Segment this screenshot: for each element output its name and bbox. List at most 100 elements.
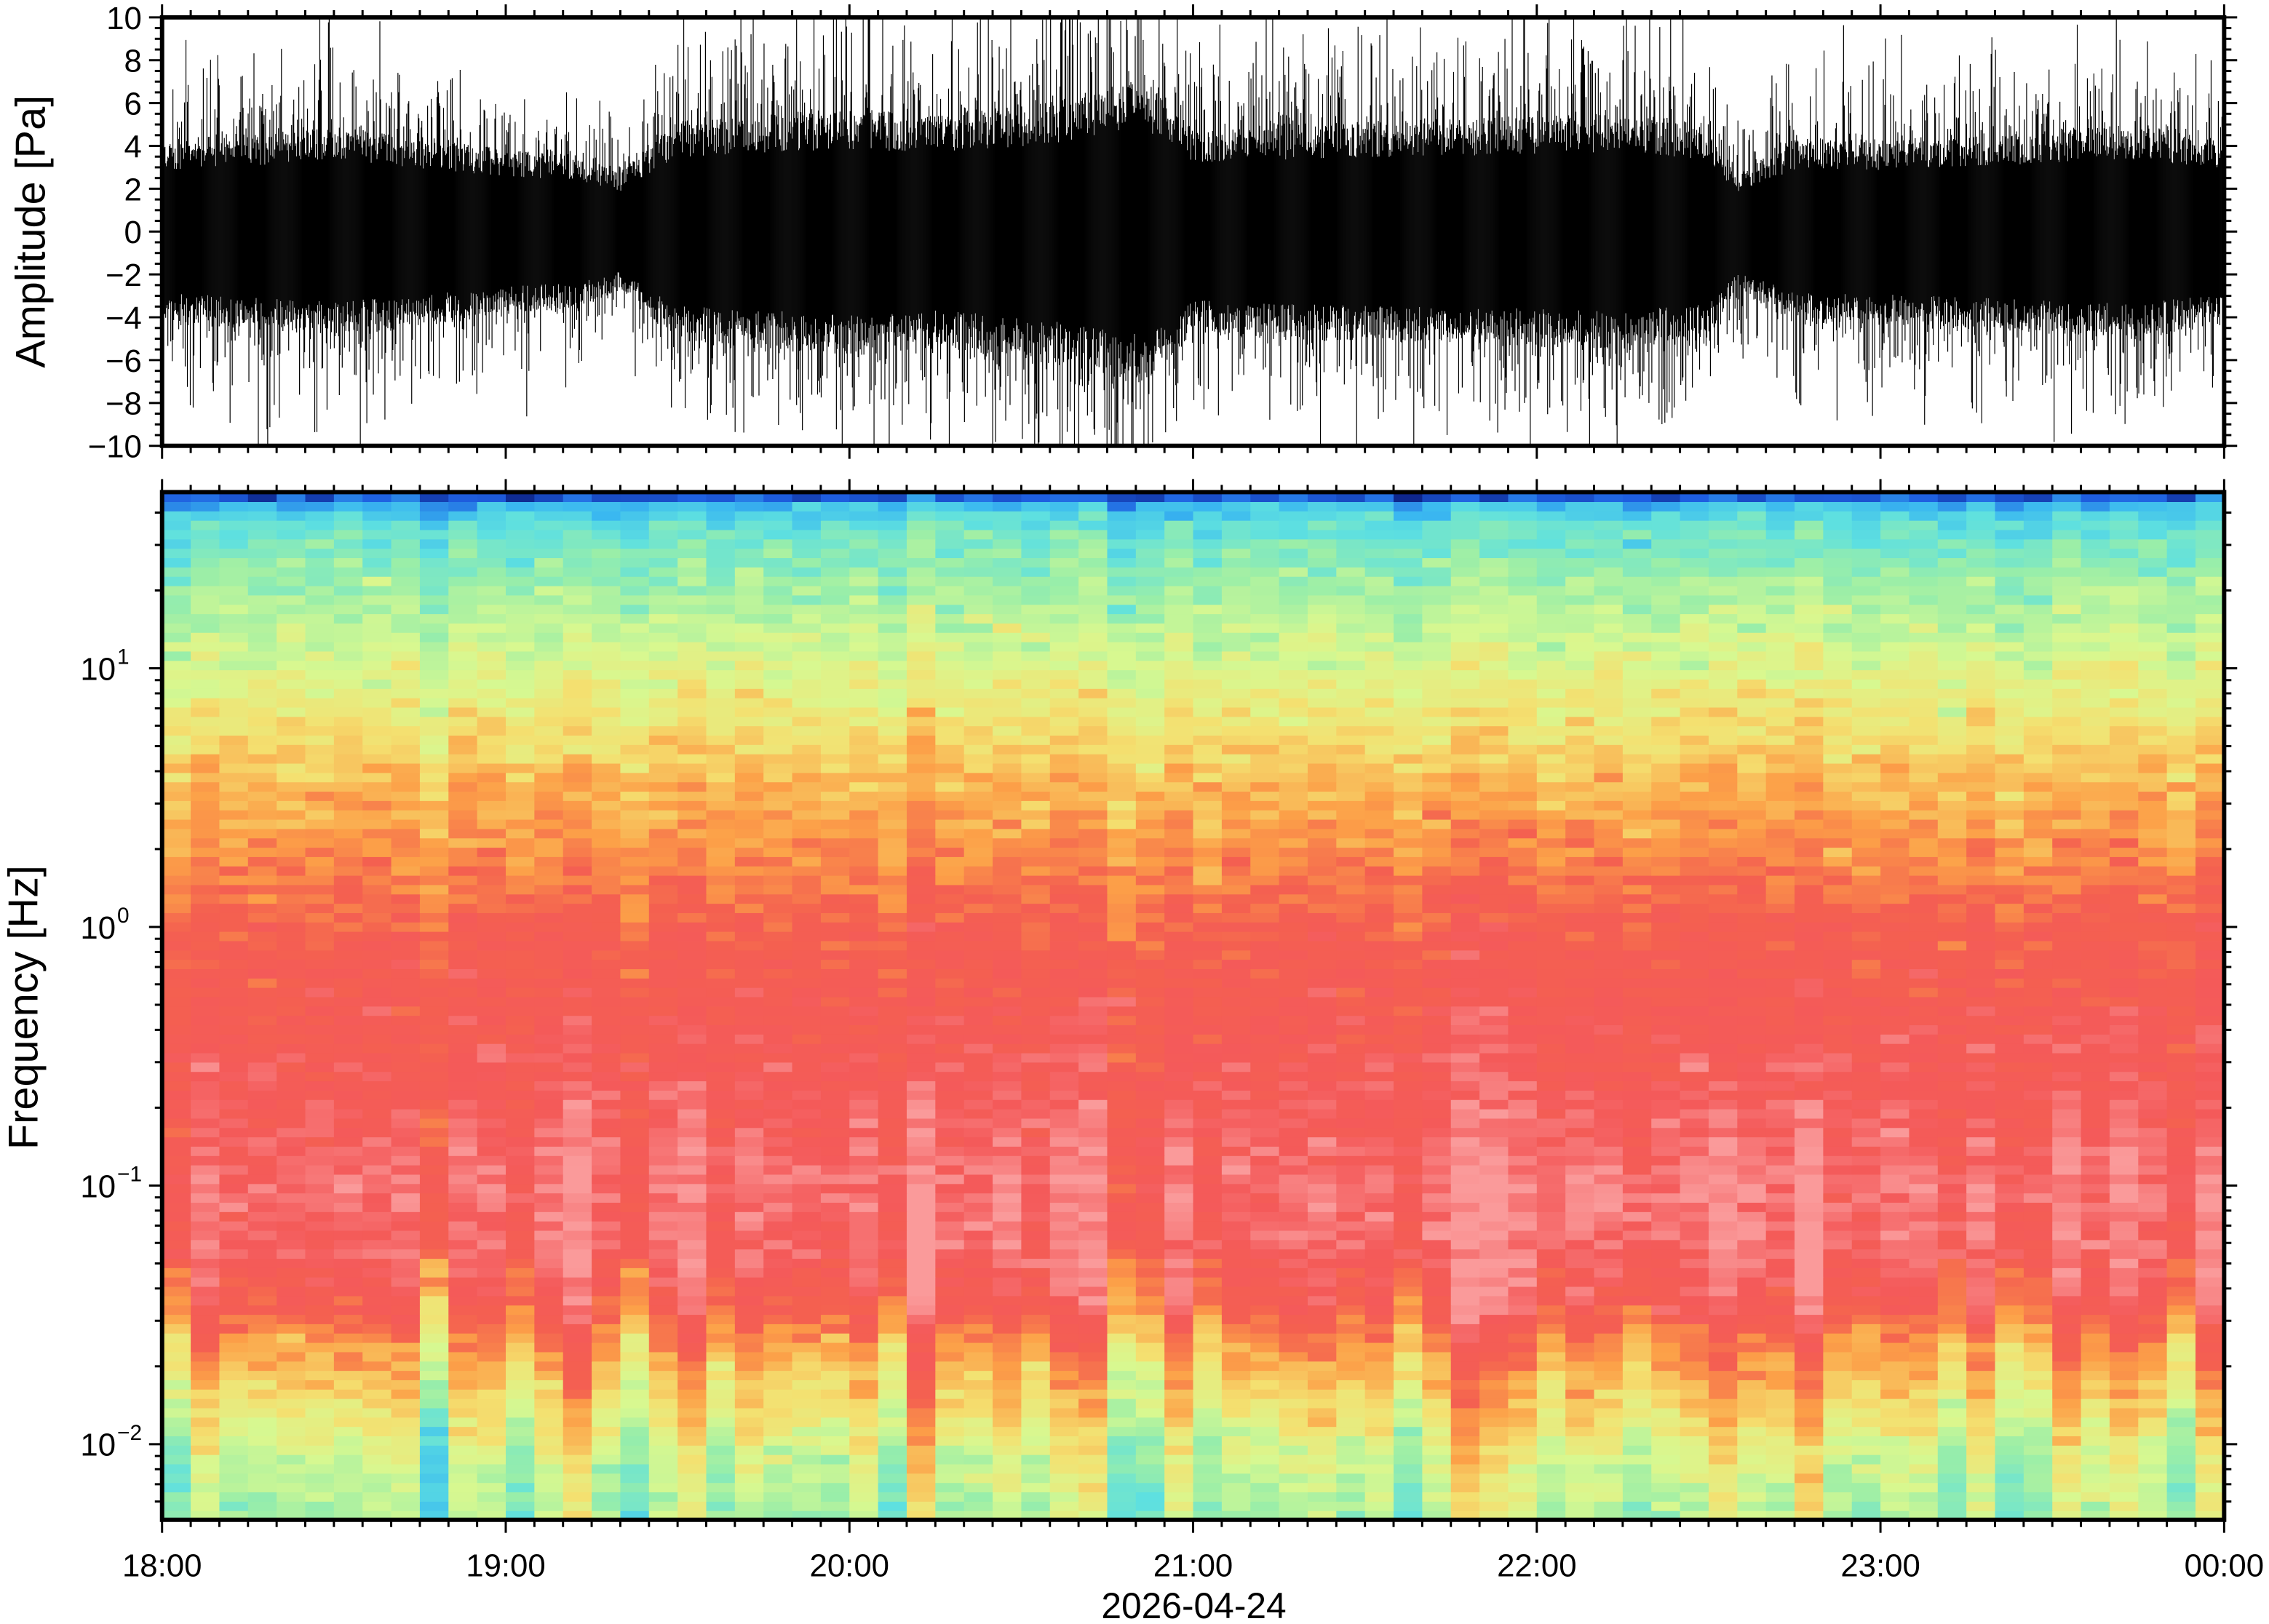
spectrogram-cell (2081, 1426, 2110, 1437)
spectrogram-cell (448, 1305, 478, 1315)
spectrogram-cell (2166, 1342, 2196, 1353)
spectrogram-cell (1221, 1389, 1252, 1399)
spectrogram-cell (1307, 1454, 1338, 1465)
spectrogram-cell (191, 1398, 220, 1409)
spectrogram-cell (1851, 1492, 1881, 1502)
spectrogram-cell (1307, 1305, 1338, 1315)
spectrogram-cell (305, 1239, 335, 1250)
spectrogram-cell (1880, 1482, 1910, 1493)
spectrogram-cell (333, 1407, 364, 1418)
spectrogram-cell (1651, 1305, 1681, 1315)
spectrogram-cell (1164, 1361, 1194, 1372)
spectrogram-cell (2166, 1286, 2196, 1297)
spectrogram-cell (2195, 1398, 2225, 1409)
spectrogram-cell (563, 1492, 592, 1502)
spectrogram-cell (1422, 1314, 1452, 1324)
spectrogram-cell (1995, 1324, 2024, 1334)
spectrogram-cell (1336, 1417, 1366, 1428)
spectrogram-cell (2052, 1445, 2082, 1455)
spectrogram-cell (1594, 1389, 1624, 1399)
spectrogram-cell (1909, 1445, 1939, 1455)
spectrogram-cell (1937, 1324, 1967, 1334)
spectrogram-cell (1708, 1463, 1738, 1474)
spectrogram-cell (1594, 1482, 1624, 1493)
spectrogram-cell (1966, 1295, 1996, 1306)
spectrogram-cell (2195, 1267, 2225, 1278)
spectrogram-cell (1193, 1445, 1223, 1455)
spectrogram-cell (2052, 1436, 2082, 1446)
spectrogram-cell (2166, 1361, 2196, 1372)
spectrogram-cell (247, 1258, 277, 1268)
spectrogram-cell (906, 1417, 937, 1428)
spectrogram-cell (935, 1267, 965, 1278)
spectrogram-cell (162, 1426, 191, 1437)
spectrogram-cell (1508, 1454, 1538, 1465)
spectrogram-cell (1164, 1351, 1194, 1362)
spectrogram-cell (592, 1342, 621, 1353)
spectrogram-cell (1250, 1463, 1280, 1474)
spectrogram-cell (191, 1286, 220, 1297)
spectrogram-cell (219, 1398, 249, 1409)
spectrogram-cell (277, 1482, 306, 1493)
spectrogram-cell (1394, 1417, 1423, 1428)
spectrogram-cell (1966, 1492, 1996, 1502)
spectrogram-cell (247, 1492, 277, 1502)
spectrogram-cell (935, 1492, 965, 1502)
spectrogram-cell (1823, 1389, 1853, 1399)
spectrogram-cell (1336, 1454, 1366, 1465)
spectrogram-cell (333, 1258, 364, 1268)
spectrogram-cell (305, 1445, 335, 1455)
spectrogram-cell (1622, 1417, 1653, 1428)
spectrogram-cell (448, 1473, 478, 1484)
spectrogram-cell (219, 1305, 249, 1315)
spectrogram-cell (1279, 1342, 1308, 1353)
spectrogram-cell (1164, 1398, 1194, 1409)
spectrogram-cell (906, 1473, 937, 1484)
spectrogram-cell (734, 1454, 764, 1465)
spectrogram-cell (2138, 1398, 2168, 1409)
spectrogram-cell (477, 1492, 506, 1502)
spectrogram-cell (792, 1436, 822, 1446)
spectrogram-cell (592, 1445, 621, 1455)
spectrogram-cell (1021, 1305, 1051, 1315)
spectrogram-cell (1221, 1351, 1252, 1362)
spectrogram-cell (763, 1295, 793, 1306)
spectrogram-cell (1937, 1482, 1967, 1493)
spectrogram-cell (247, 1361, 277, 1372)
spectrogram-cell (1107, 1342, 1137, 1353)
spectrogram-cell (1307, 1501, 1338, 1511)
spectrogram-cell (448, 1482, 478, 1493)
spectrogram-cell (906, 1249, 937, 1259)
spectrogram-cell (906, 1314, 937, 1324)
spectrogram-cell (1708, 1482, 1738, 1493)
spectrogram-cell (333, 1361, 364, 1372)
spectrogram-cell (648, 1239, 678, 1250)
spectrogram-cell (1307, 1389, 1338, 1399)
spectrogram-cell (1164, 1249, 1194, 1259)
spectrogram-cell (1250, 1305, 1280, 1315)
spectrogram-cell (1680, 1286, 1709, 1297)
spectrogram-cell (763, 1417, 793, 1428)
spectrogram-cell (1135, 1445, 1165, 1455)
spectrogram-cell (2166, 1258, 2196, 1268)
spectrogram-cell (734, 1332, 764, 1343)
spectrogram-cell (2195, 1426, 2225, 1437)
spectrogram-cell (1795, 1342, 1824, 1353)
spectrogram-cell (906, 1463, 937, 1474)
spectrogram-cell (1823, 1351, 1853, 1362)
spectrogram-cell (1622, 1361, 1653, 1372)
spectrogram-cell (1221, 1342, 1252, 1353)
spectrogram-cell (706, 1314, 736, 1324)
spectrogram-cell (1765, 1305, 1795, 1315)
spectrogram-cell (277, 1276, 306, 1287)
spectrogram-cell (592, 1473, 621, 1484)
spectrogram-cell (162, 1380, 191, 1390)
spectrogram-cell (1594, 1276, 1624, 1287)
spectrogram-cell (1078, 1361, 1108, 1372)
spectrogram-cell (1422, 1361, 1452, 1372)
spectrogram-cell (333, 1380, 364, 1390)
spectrogram-cell (1078, 1492, 1108, 1502)
spectrogram-cell (1565, 1370, 1595, 1380)
spectrogram-cell (1823, 1267, 1853, 1278)
spectrogram-cell (563, 1286, 592, 1297)
